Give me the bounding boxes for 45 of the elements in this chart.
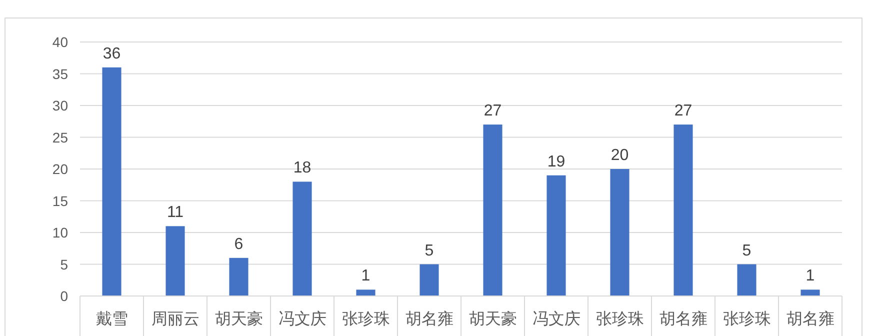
- x-tick-label: 胡天豪: [214, 310, 263, 328]
- bar: [229, 258, 248, 296]
- data-label: 5: [424, 242, 434, 260]
- x-tick-label: 胡名雍: [659, 310, 708, 328]
- data-label: 1: [806, 268, 815, 285]
- bar: [420, 264, 439, 296]
- bar: [356, 290, 376, 296]
- x-tick-label: 胡名雍: [786, 310, 834, 328]
- x-tick-label: 张珍珠: [342, 310, 390, 328]
- bar: [737, 264, 756, 296]
- x-tick-label: 胡名雍: [405, 310, 454, 328]
- y-tick-label: 0: [60, 288, 68, 304]
- y-tick-label: 10: [52, 224, 68, 240]
- data-label: 6: [234, 236, 244, 253]
- y-tick-label: 30: [52, 98, 68, 114]
- x-tick-label: 冯文庆: [278, 310, 326, 328]
- y-tick-label: 5: [60, 256, 68, 272]
- data-label: 1: [361, 268, 370, 285]
- data-label: 18: [293, 160, 312, 177]
- data-label: 19: [547, 153, 566, 170]
- x-tick-label: 戴雪: [96, 310, 128, 328]
- bar: [610, 169, 630, 296]
- bar: [800, 290, 820, 296]
- data-label: 27: [484, 102, 502, 120]
- x-tick-label: 张珍珠: [596, 310, 644, 328]
- y-tick-label: 25: [52, 129, 68, 146]
- y-tick-label: 15: [52, 192, 68, 209]
- y-tick-label: 35: [52, 66, 68, 82]
- data-label: 36: [102, 45, 121, 62]
- x-tick-label: 张珍珠: [722, 310, 771, 328]
- bar: [102, 67, 122, 296]
- x-tick-label: 冯文庆: [532, 310, 580, 328]
- data-label: 5: [742, 242, 752, 260]
- y-tick-label: 20: [52, 161, 68, 177]
- x-tick-label: 胡天豪: [468, 310, 517, 328]
- bar: [483, 124, 502, 296]
- bar: [166, 226, 185, 296]
- bar: [546, 175, 566, 296]
- y-tick-label: 40: [52, 34, 68, 50]
- bar: [292, 182, 312, 296]
- bar: [674, 124, 693, 296]
- x-tick-label: 周丽云: [151, 311, 200, 328]
- data-label: 20: [610, 147, 629, 164]
- data-label: 27: [674, 102, 692, 120]
- data-label: 11: [166, 204, 184, 222]
